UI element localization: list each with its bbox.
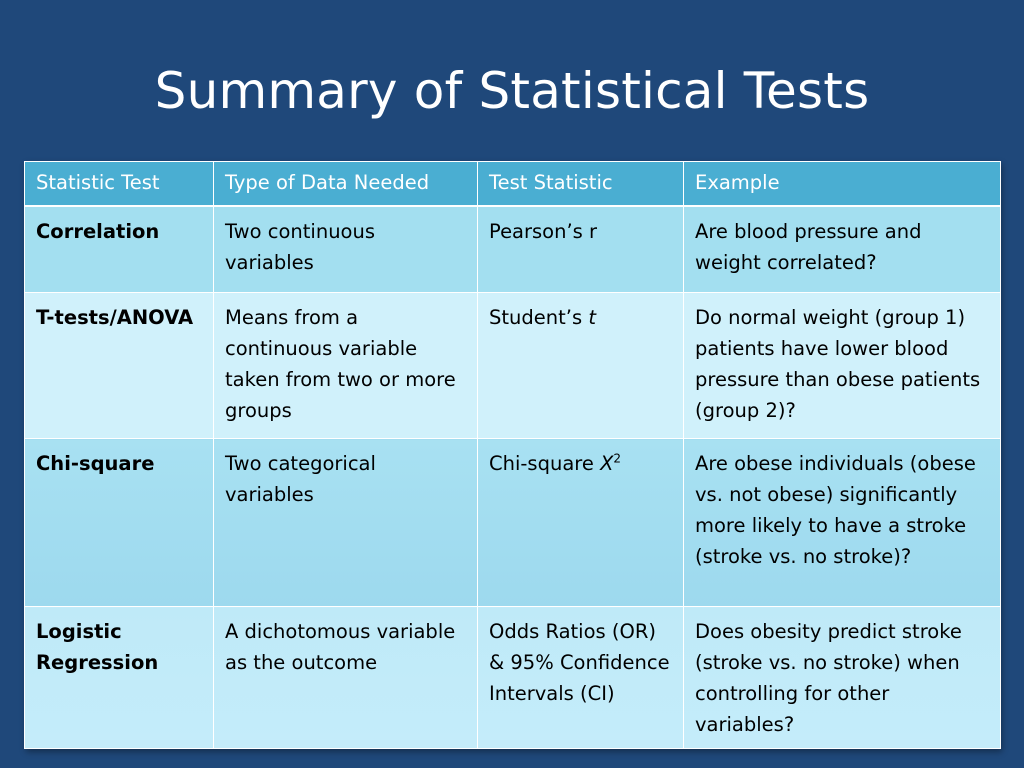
column-header-example: Example [683, 161, 1001, 207]
table-row: Logistic Regression A dichotomous variab… [24, 606, 1001, 749]
cell-test-statistic: Odds Ratios (OR) & 95% Confidence Interv… [477, 606, 684, 749]
cell-test-name: Chi-square [24, 438, 214, 607]
statistic-prefix: Chi-square [489, 452, 601, 475]
cell-example: Are blood pressure and weight correlated… [683, 205, 1001, 293]
statistic-symbol: t [588, 306, 596, 329]
cell-data-needed: Two continuous variables [213, 205, 478, 293]
cell-example: Do normal weight (group 1) patients have… [683, 292, 1001, 439]
statistic-superscript: 2 [613, 451, 622, 466]
cell-data-needed: Means from a continuous variable taken f… [213, 292, 478, 439]
cell-test-statistic: Pearson’s r [477, 205, 684, 293]
column-header-type-of-data: Type of Data Needed [213, 161, 478, 207]
column-header-test-statistic: Test Statistic [477, 161, 684, 207]
table-row: Correlation Two continuous variables Pea… [24, 205, 1001, 293]
statistic-prefix: Student’s [489, 306, 589, 329]
table-row: Chi-square Two categorical variables Chi… [24, 438, 1001, 607]
cell-test-name: Logistic Regression [24, 606, 214, 749]
cell-test-statistic: Student’s t [477, 292, 684, 439]
slide-title: Summary of Statistical Tests [154, 62, 870, 120]
cell-example: Are obese individuals (obese vs. not obe… [683, 438, 1001, 607]
table-header-row: Statistic Test Type of Data Needed Test … [24, 161, 1001, 207]
statistic-symbol: X [600, 452, 614, 475]
column-header-statistic-test: Statistic Test [24, 161, 214, 207]
cell-test-name: Correlation [24, 205, 214, 293]
summary-table-container: Statistic Test Type of Data Needed Test … [24, 161, 1001, 749]
cell-example: Does obesity predict stroke (stroke vs. … [683, 606, 1001, 749]
summary-table: Statistic Test Type of Data Needed Test … [24, 161, 1001, 749]
cell-data-needed: Two categorical variables [213, 438, 478, 607]
table-row: T-tests/ANOVA Means from a continuous va… [24, 292, 1001, 439]
cell-test-statistic: Chi-square X2 [477, 438, 684, 607]
cell-data-needed: A dichotomous variable as the outcome [213, 606, 478, 749]
cell-test-name: T-tests/ANOVA [24, 292, 214, 439]
